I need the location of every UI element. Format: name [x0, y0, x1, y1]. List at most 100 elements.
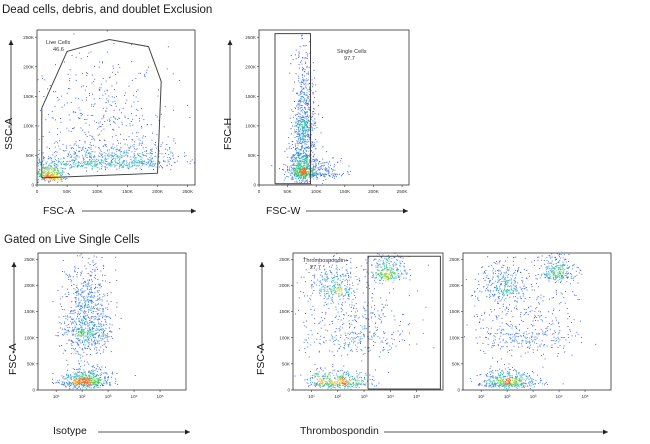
event-dot: [311, 377, 313, 378]
event-dot: [79, 324, 80, 326]
event-dot: [299, 172, 300, 174]
event-dot: [292, 160, 294, 161]
event-dot: [71, 379, 73, 380]
event-dot: [89, 322, 91, 323]
event-dot: [87, 372, 89, 373]
event-dot: [98, 161, 100, 163]
event-dot: [177, 156, 179, 157]
event-dot: [82, 147, 84, 149]
event-dot: [96, 161, 98, 162]
event-dot: [76, 327, 78, 329]
event-dot: [306, 153, 308, 155]
event-dot: [89, 374, 91, 376]
event-dot: [306, 166, 308, 168]
event-dot: [292, 156, 294, 158]
event-dot: [102, 280, 104, 282]
event-dot: [74, 333, 76, 335]
event-dot: [74, 320, 75, 322]
event-dot: [87, 382, 88, 383]
event-dot: [119, 328, 121, 330]
event-dot: [119, 156, 121, 158]
event-dot: [96, 286, 98, 288]
event-dot: [101, 328, 103, 330]
event-dot: [77, 306, 79, 308]
event-dot: [312, 86, 313, 88]
event-dot: [304, 116, 306, 117]
gate-outline[interactable]: [274, 33, 311, 185]
gate-outline[interactable]: [41, 38, 162, 179]
event-dot: [94, 366, 95, 368]
event-dot: [314, 172, 316, 174]
event-dot: [71, 334, 73, 336]
event-dot: [300, 121, 301, 122]
event-dot: [65, 350, 66, 352]
event-dot: [69, 388, 71, 390]
event-dot: [295, 143, 296, 145]
event-dot: [339, 259, 341, 261]
event-dot: [110, 318, 112, 319]
event-dot: [111, 153, 113, 155]
event-dot: [311, 168, 313, 170]
event-dot: [328, 171, 329, 173]
event-dot: [299, 124, 300, 126]
event-dot: [69, 382, 71, 383]
event-dot: [300, 160, 302, 162]
event-dot: [306, 80, 308, 81]
event-dot: [381, 303, 383, 305]
event-dot: [303, 121, 305, 123]
event-dot: [301, 123, 303, 125]
event-dot: [305, 113, 307, 115]
event-dot: [46, 163, 47, 164]
event-dot: [296, 176, 298, 178]
event-dot: [67, 369, 69, 371]
event-dot: [83, 378, 85, 380]
event-dot: [308, 171, 310, 173]
event-dot: [170, 152, 172, 154]
event-dot: [54, 151, 55, 153]
event-dot: [309, 124, 310, 126]
event-dot: [372, 379, 373, 380]
event-dot: [333, 343, 335, 345]
event-dot: [90, 161, 91, 163]
event-dot: [328, 308, 330, 310]
event-dot: [296, 152, 298, 153]
event-dot: [307, 130, 309, 132]
event-dot: [86, 381, 88, 383]
event-dot: [308, 119, 310, 121]
event-dot: [74, 349, 76, 351]
event-dot: [45, 119, 47, 121]
event-dot: [91, 373, 93, 375]
event-dot: [71, 348, 73, 349]
event-dot: [85, 167, 87, 168]
event-dot: [301, 168, 303, 170]
event-dot: [77, 351, 79, 353]
event-dot: [64, 322, 66, 324]
event-dot: [98, 382, 99, 384]
event-dot: [82, 296, 84, 298]
event-dot: [310, 309, 312, 310]
event-dot: [328, 170, 329, 172]
event-dot: [107, 376, 109, 378]
event-dot: [104, 378, 106, 380]
event-dot: [123, 160, 125, 162]
event-dot: [49, 180, 51, 182]
event-dot: [369, 331, 370, 333]
event-dot: [78, 289, 79, 291]
event-dot: [91, 380, 93, 382]
event-dot: [79, 378, 81, 379]
event-dot: [88, 334, 90, 336]
event-dot: [304, 325, 306, 327]
event-dot: [63, 150, 64, 152]
event-dot: [84, 374, 86, 376]
event-dot: [107, 51, 109, 53]
event-dot: [93, 104, 95, 106]
event-dot: [45, 163, 47, 165]
event-dot: [383, 331, 384, 333]
event-dot: [71, 340, 73, 342]
event-dot: [44, 172, 46, 174]
event-dot: [325, 311, 327, 313]
event-dot: [149, 164, 151, 166]
event-dot: [304, 159, 306, 160]
event-dot: [80, 331, 81, 333]
event-dot: [55, 169, 56, 171]
